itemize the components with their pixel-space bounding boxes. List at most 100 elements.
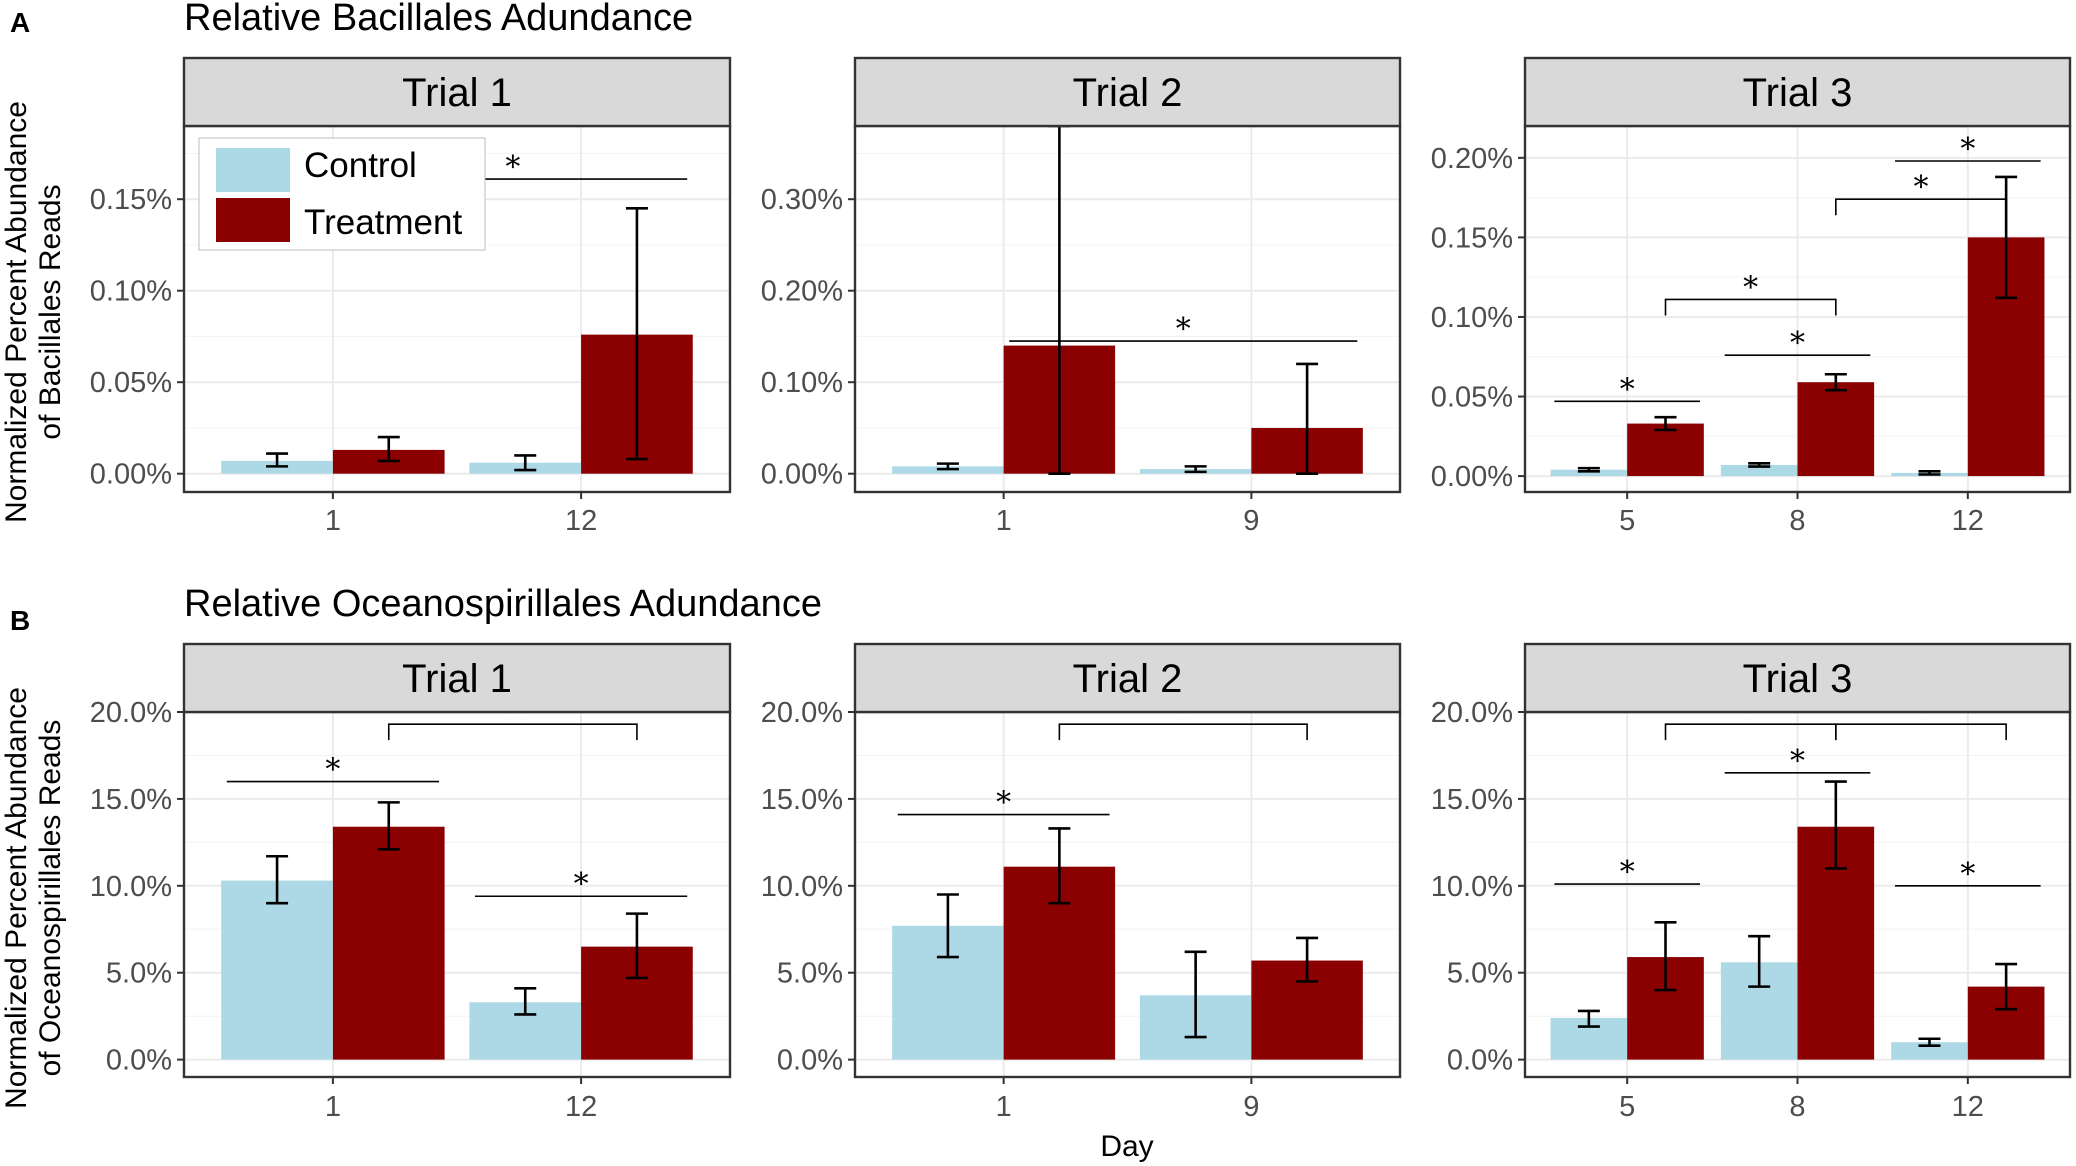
panel-a-trial-3: 0.00% 0.05% 0.10% 0.15% 0.20% 5 8 12 * * * * * Trial …	[1431, 56, 2072, 537]
y-tick-label: 0.0%	[106, 1045, 172, 1077]
y-tick-label: 0.20%	[761, 276, 843, 308]
y-tick-label: 10.0%	[90, 871, 172, 903]
y-tick-label: 5.0%	[777, 958, 843, 990]
panel-b-trial-1: 0.0%5.0%10.0%15.0%20.0%112****Trial 1	[90, 642, 732, 1123]
control-bar	[1550, 469, 1628, 477]
treatment-bar	[1627, 423, 1704, 477]
row-b-title: Relative Oceanospirillales Adundance	[184, 583, 822, 625]
facet-strip	[1523, 56, 2072, 128]
y-tick-label: 0.10%	[1431, 302, 1513, 334]
y-tick-label: 20.0%	[90, 697, 172, 729]
significance-label: *	[505, 150, 520, 185]
significance-label: *	[574, 867, 589, 902]
y-tick-label: 0.00%	[90, 459, 172, 491]
x-tick-label: 9	[1243, 505, 1259, 537]
control-bar	[1720, 464, 1798, 477]
y-tick-label: 5.0%	[1447, 958, 1513, 990]
row-a-label: A	[10, 7, 30, 38]
legend-label-control: Control	[304, 146, 417, 185]
significance-label: *	[1790, 326, 1805, 361]
significance-label: *	[325, 753, 340, 788]
significance-label: *	[1913, 170, 1928, 205]
facet-strip-title: Trial 1	[402, 657, 512, 701]
x-tick-label: 1	[325, 505, 341, 537]
facet-strip-title: Trial 2	[1073, 71, 1183, 115]
y-tick-label: 0.10%	[90, 276, 172, 308]
legend: Control Treatment	[198, 137, 486, 251]
x-tick-label: 12	[565, 505, 597, 537]
x-axis-title: Day	[1100, 1130, 1153, 1163]
x-tick-label: 12	[1952, 1091, 1984, 1123]
significance-label: *	[1620, 855, 1635, 890]
x-tick-label: 1	[325, 1091, 341, 1123]
row-a-ylabel-line1: Normalized Percent Abundance	[0, 101, 33, 523]
legend-key-treatment	[216, 198, 290, 242]
y-tick-label: 15.0%	[761, 784, 843, 816]
significance-label: *	[1790, 744, 1805, 779]
legend-key-control	[216, 148, 290, 192]
facet-strip-title: Trial 2	[1073, 657, 1183, 701]
row-a-title: Relative Bacillales Adundance	[184, 0, 693, 39]
y-tick-label: 0.10%	[761, 367, 843, 399]
control-bar	[1891, 1042, 1968, 1060]
significance-label: *	[1960, 857, 1975, 892]
significance-label: *	[1960, 132, 1975, 167]
y-tick-label: 0.30%	[761, 184, 843, 216]
significance-label: *	[1176, 312, 1191, 347]
row-b-ylabel-line1: Normalized Percent Abundance	[0, 687, 33, 1109]
x-tick-label: 1	[996, 505, 1012, 537]
x-tick-label: 9	[1243, 1091, 1259, 1123]
significance-label: *	[1620, 372, 1635, 407]
y-tick-label: 15.0%	[1431, 784, 1513, 816]
x-tick-label: 12	[565, 1091, 597, 1123]
y-tick-label: 5.0%	[106, 958, 172, 990]
y-tick-label: 0.00%	[1431, 461, 1513, 493]
row-a-ylabel-line2: of Bacillales Reads	[34, 184, 67, 439]
y-tick-label: 10.0%	[1431, 871, 1513, 903]
x-tick-label: 5	[1619, 1091, 1635, 1123]
panel-a-trial-2: 0.00% 0.10% 0.20% 0.30% 1 9 * Trial 2	[761, 56, 1402, 537]
facet-strip	[182, 56, 732, 128]
x-tick-label: 12	[1952, 505, 1984, 537]
x-tick-label: 1	[996, 1091, 1012, 1123]
significance-bracket	[1835, 198, 2007, 216]
facet-strip-title: Trial 3	[1743, 657, 1853, 701]
treatment-bar	[1797, 382, 1875, 477]
y-tick-label: 0.15%	[90, 184, 172, 216]
y-tick-label: 0.20%	[1431, 143, 1513, 175]
row-b-ylabel-line2: of Oceanospirillales Reads	[34, 720, 67, 1077]
y-tick-label: 20.0%	[1431, 697, 1513, 729]
facet-strip	[853, 56, 1402, 128]
significance-bracket	[1835, 723, 2007, 741]
significance-bracket	[1058, 723, 1308, 741]
y-tick-label: 0.0%	[1447, 1045, 1513, 1077]
panels-layer: 0.00% 0.05% 0.10% 0.15% 1 12 * Trial 1 0.00% 0.10…	[90, 56, 2072, 1123]
significance-label: *	[1743, 270, 1758, 305]
x-tick-label: 8	[1789, 1091, 1805, 1123]
control-bar	[221, 880, 333, 1060]
y-tick-label: 0.05%	[90, 367, 172, 399]
x-tick-label: 5	[1619, 505, 1635, 537]
panel-a-trial-1: 0.00% 0.05% 0.10% 0.15% 1 12 * Trial 1	[90, 56, 732, 537]
facet-strip	[1523, 642, 2072, 714]
y-tick-label: 0.05%	[1431, 382, 1513, 414]
significance-bracket	[387, 723, 638, 741]
row-b-label: B	[10, 605, 30, 636]
facet-strip	[853, 642, 1402, 714]
y-tick-label: 15.0%	[90, 784, 172, 816]
significance-bracket	[1664, 298, 1837, 316]
y-tick-label: 0.15%	[1431, 222, 1513, 254]
legend-label-treatment: Treatment	[304, 203, 462, 242]
x-tick-label: 8	[1789, 505, 1805, 537]
facet-strip	[182, 642, 732, 714]
facet-strip-title: Trial 3	[1743, 71, 1853, 115]
panel-b-trial-2: 0.0%5.0%10.0%15.0%20.0%19**Trial 2	[761, 642, 1402, 1123]
y-tick-label: 10.0%	[761, 871, 843, 903]
y-tick-label: 0.00%	[761, 459, 843, 491]
treatment-bar	[332, 826, 445, 1060]
facet-strip-title: Trial 1	[402, 71, 512, 115]
y-tick-label: 0.0%	[777, 1045, 843, 1077]
y-tick-label: 20.0%	[761, 697, 843, 729]
